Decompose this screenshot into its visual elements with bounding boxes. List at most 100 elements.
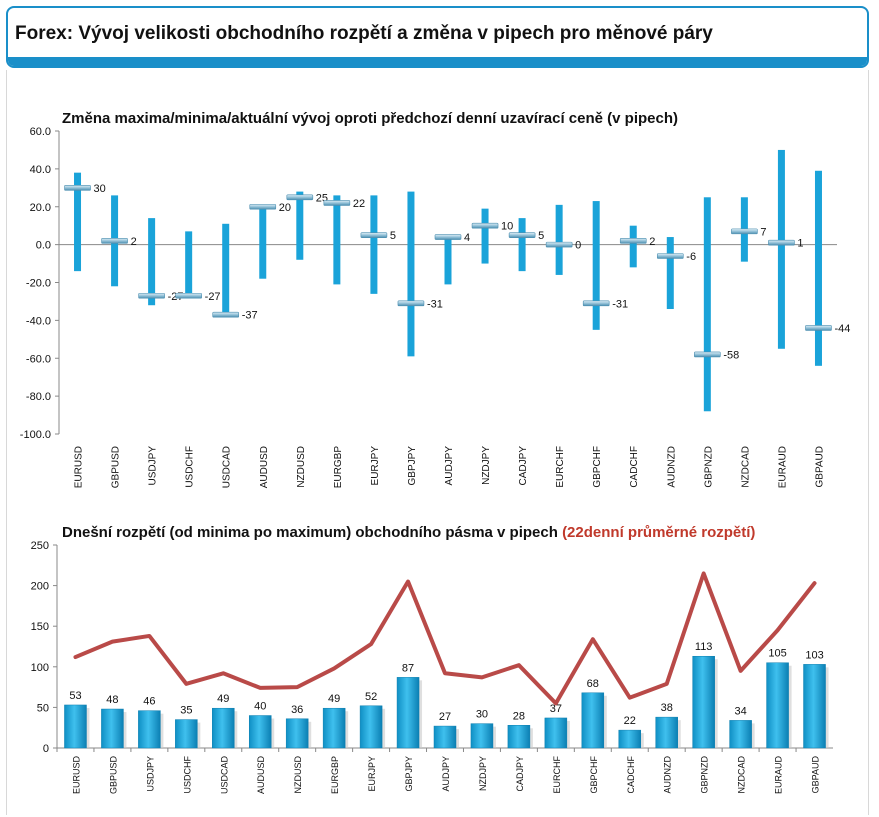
chart2-title: Dnešní rozpětí (od minima po maximum) ob… (62, 524, 755, 541)
chart2-data-label: 52 (365, 691, 377, 703)
chart2-x-tick-label: EURGBP (330, 756, 340, 794)
chart1-x-tick-label: GBPUSD (111, 446, 122, 488)
chart1-data-label: -27 (205, 291, 221, 303)
chart1-range-bar (74, 172, 82, 272)
chart1-data-label: 10 (501, 221, 513, 233)
chart1-data-label: 20 (279, 202, 291, 214)
chart1-data-label: -58 (723, 349, 739, 361)
chart1-x-tick-label: EURGBP (333, 446, 344, 489)
chart1-range-bar (333, 195, 341, 285)
page-title: Forex: Vývoj velikosti obchodního rozpět… (15, 23, 713, 44)
chart1-current-marker (731, 228, 758, 235)
chart1-x-tick-label: CADCHF (629, 446, 640, 488)
chart2-x-tick-label: EURUSD (71, 756, 81, 795)
chart2-bar (692, 655, 715, 749)
chart2-bar (212, 707, 235, 749)
chart2-x-tick-label: CADCHF (626, 755, 636, 793)
chart1-y-tick-label: -20.0 (26, 278, 51, 290)
chart2-data-label: 36 (291, 704, 303, 716)
chart1-x-tick-label: AUDJPY (444, 446, 455, 486)
chart1-y-tick-label: 0.0 (36, 240, 51, 252)
chart1-data-label: 2 (649, 236, 655, 248)
chart1-data-label: 30 (94, 183, 106, 195)
chart1-x-tick-label: EURCHF (555, 446, 566, 488)
chart1-data-label: 7 (760, 226, 766, 238)
chart1-x-tick-label: GBPCHF (592, 446, 603, 488)
header-band (8, 57, 867, 66)
chart2-data-label: 49 (217, 693, 229, 705)
chart2-data-label: 38 (661, 702, 673, 714)
chart1-x-tick-label: NZDJPY (481, 446, 492, 485)
chart2-data-label: 30 (476, 709, 488, 721)
chart2-bar (618, 729, 642, 749)
chart2-bar (396, 677, 420, 749)
chart2-bar (803, 664, 826, 749)
chart2-x-tick-label: EURJPY (367, 756, 377, 792)
chart2-data-label: 103 (805, 649, 823, 661)
chart1-x-tick-label: AUDNZD (666, 446, 677, 488)
chart2-average-line (73, 571, 817, 706)
chart1-range-bar (777, 149, 785, 349)
chart1-current-marker (138, 292, 165, 299)
chart2-x-tick-label: GBPNZD (700, 756, 710, 794)
chart2-x-tick-label: USDJPY (145, 756, 155, 792)
chart2-data-label: 87 (402, 662, 414, 674)
chart2-data-label: 37 (550, 703, 562, 715)
chart1-range-bar (666, 237, 674, 310)
chart1-current-marker (768, 239, 795, 246)
chart1-current-marker (582, 300, 610, 307)
chart2-x-tick-label: USDCHF (182, 755, 192, 793)
chart2-data-label: 34 (734, 705, 746, 717)
chart1-x-tick-label: NZDCAD (740, 446, 751, 488)
chart2-bar (766, 662, 789, 749)
chart2-x-tick-label: NZDUSD (293, 756, 303, 794)
chart1-data-label: 5 (538, 230, 544, 242)
chart2-y-tick-label: 200 (31, 581, 49, 593)
chart1-range-bar (444, 235, 452, 285)
chart1-x-tick-label: USDCAD (222, 446, 233, 488)
chart2-data-label: 49 (328, 693, 340, 705)
chart1-current-marker (508, 232, 536, 238)
chart1-current-marker (212, 311, 240, 318)
chart2-x-tick-label: GBPUSD (108, 756, 118, 795)
chart2-y-tick-label: 250 (31, 540, 49, 552)
chart1-y-tick-label: -80.0 (26, 391, 51, 403)
chart2-data-label: 28 (513, 710, 525, 722)
chart2-x-tick-label: AUDUSD (256, 756, 266, 795)
chart1-x-tick-label: EURJPY (370, 446, 381, 486)
chart2-x-tick-label: GBPAUD (811, 756, 821, 794)
chart2-bar (470, 723, 494, 749)
chart1-x-tick-label: GBPAUD (814, 446, 825, 488)
chart1-range-bar (592, 201, 600, 330)
chart1-current-marker (175, 292, 202, 299)
chart1-current-marker (805, 325, 832, 331)
chart2-x-tick-label: NZDCAD (737, 756, 747, 794)
chart1-range-bar (518, 218, 526, 272)
chart2-bar (544, 717, 568, 749)
chart1-y-tick-label: 40.0 (30, 164, 51, 176)
chart2-bar (507, 725, 531, 749)
chart2-bar (433, 725, 457, 749)
chart1-current-marker (64, 185, 91, 191)
chart1-data-label: -31 (427, 298, 443, 310)
chart1-y-tick-label: -100.0 (20, 429, 51, 441)
chart1-current-marker (286, 194, 314, 201)
chart2-title-main: Dnešní rozpětí (od minima po maximum) ob… (62, 524, 558, 541)
chart1-range-bar (296, 191, 304, 260)
chart1-data-label: 1 (797, 238, 803, 250)
chart1-x-tick-label: GBPNZD (703, 446, 714, 488)
chart2-data-label: 27 (439, 711, 451, 723)
chart1-data-label: -37 (242, 310, 258, 322)
chart1-data-label: -44 (834, 323, 850, 335)
chart1-current-marker (323, 200, 351, 206)
chart1-x-tick-label: USDCHF (185, 446, 196, 488)
chart2-data-label: 22 (624, 715, 636, 727)
chart2-bar (101, 708, 124, 749)
chart2-data-label: 48 (106, 694, 118, 706)
chart1-title: Změna maxima/minima/aktuální vývoj oprot… (62, 110, 679, 127)
chart1-x-tick-label: AUDUSD (259, 446, 270, 488)
chart2-data-label: 40 (254, 701, 266, 713)
chart1-range-bar (185, 231, 193, 298)
